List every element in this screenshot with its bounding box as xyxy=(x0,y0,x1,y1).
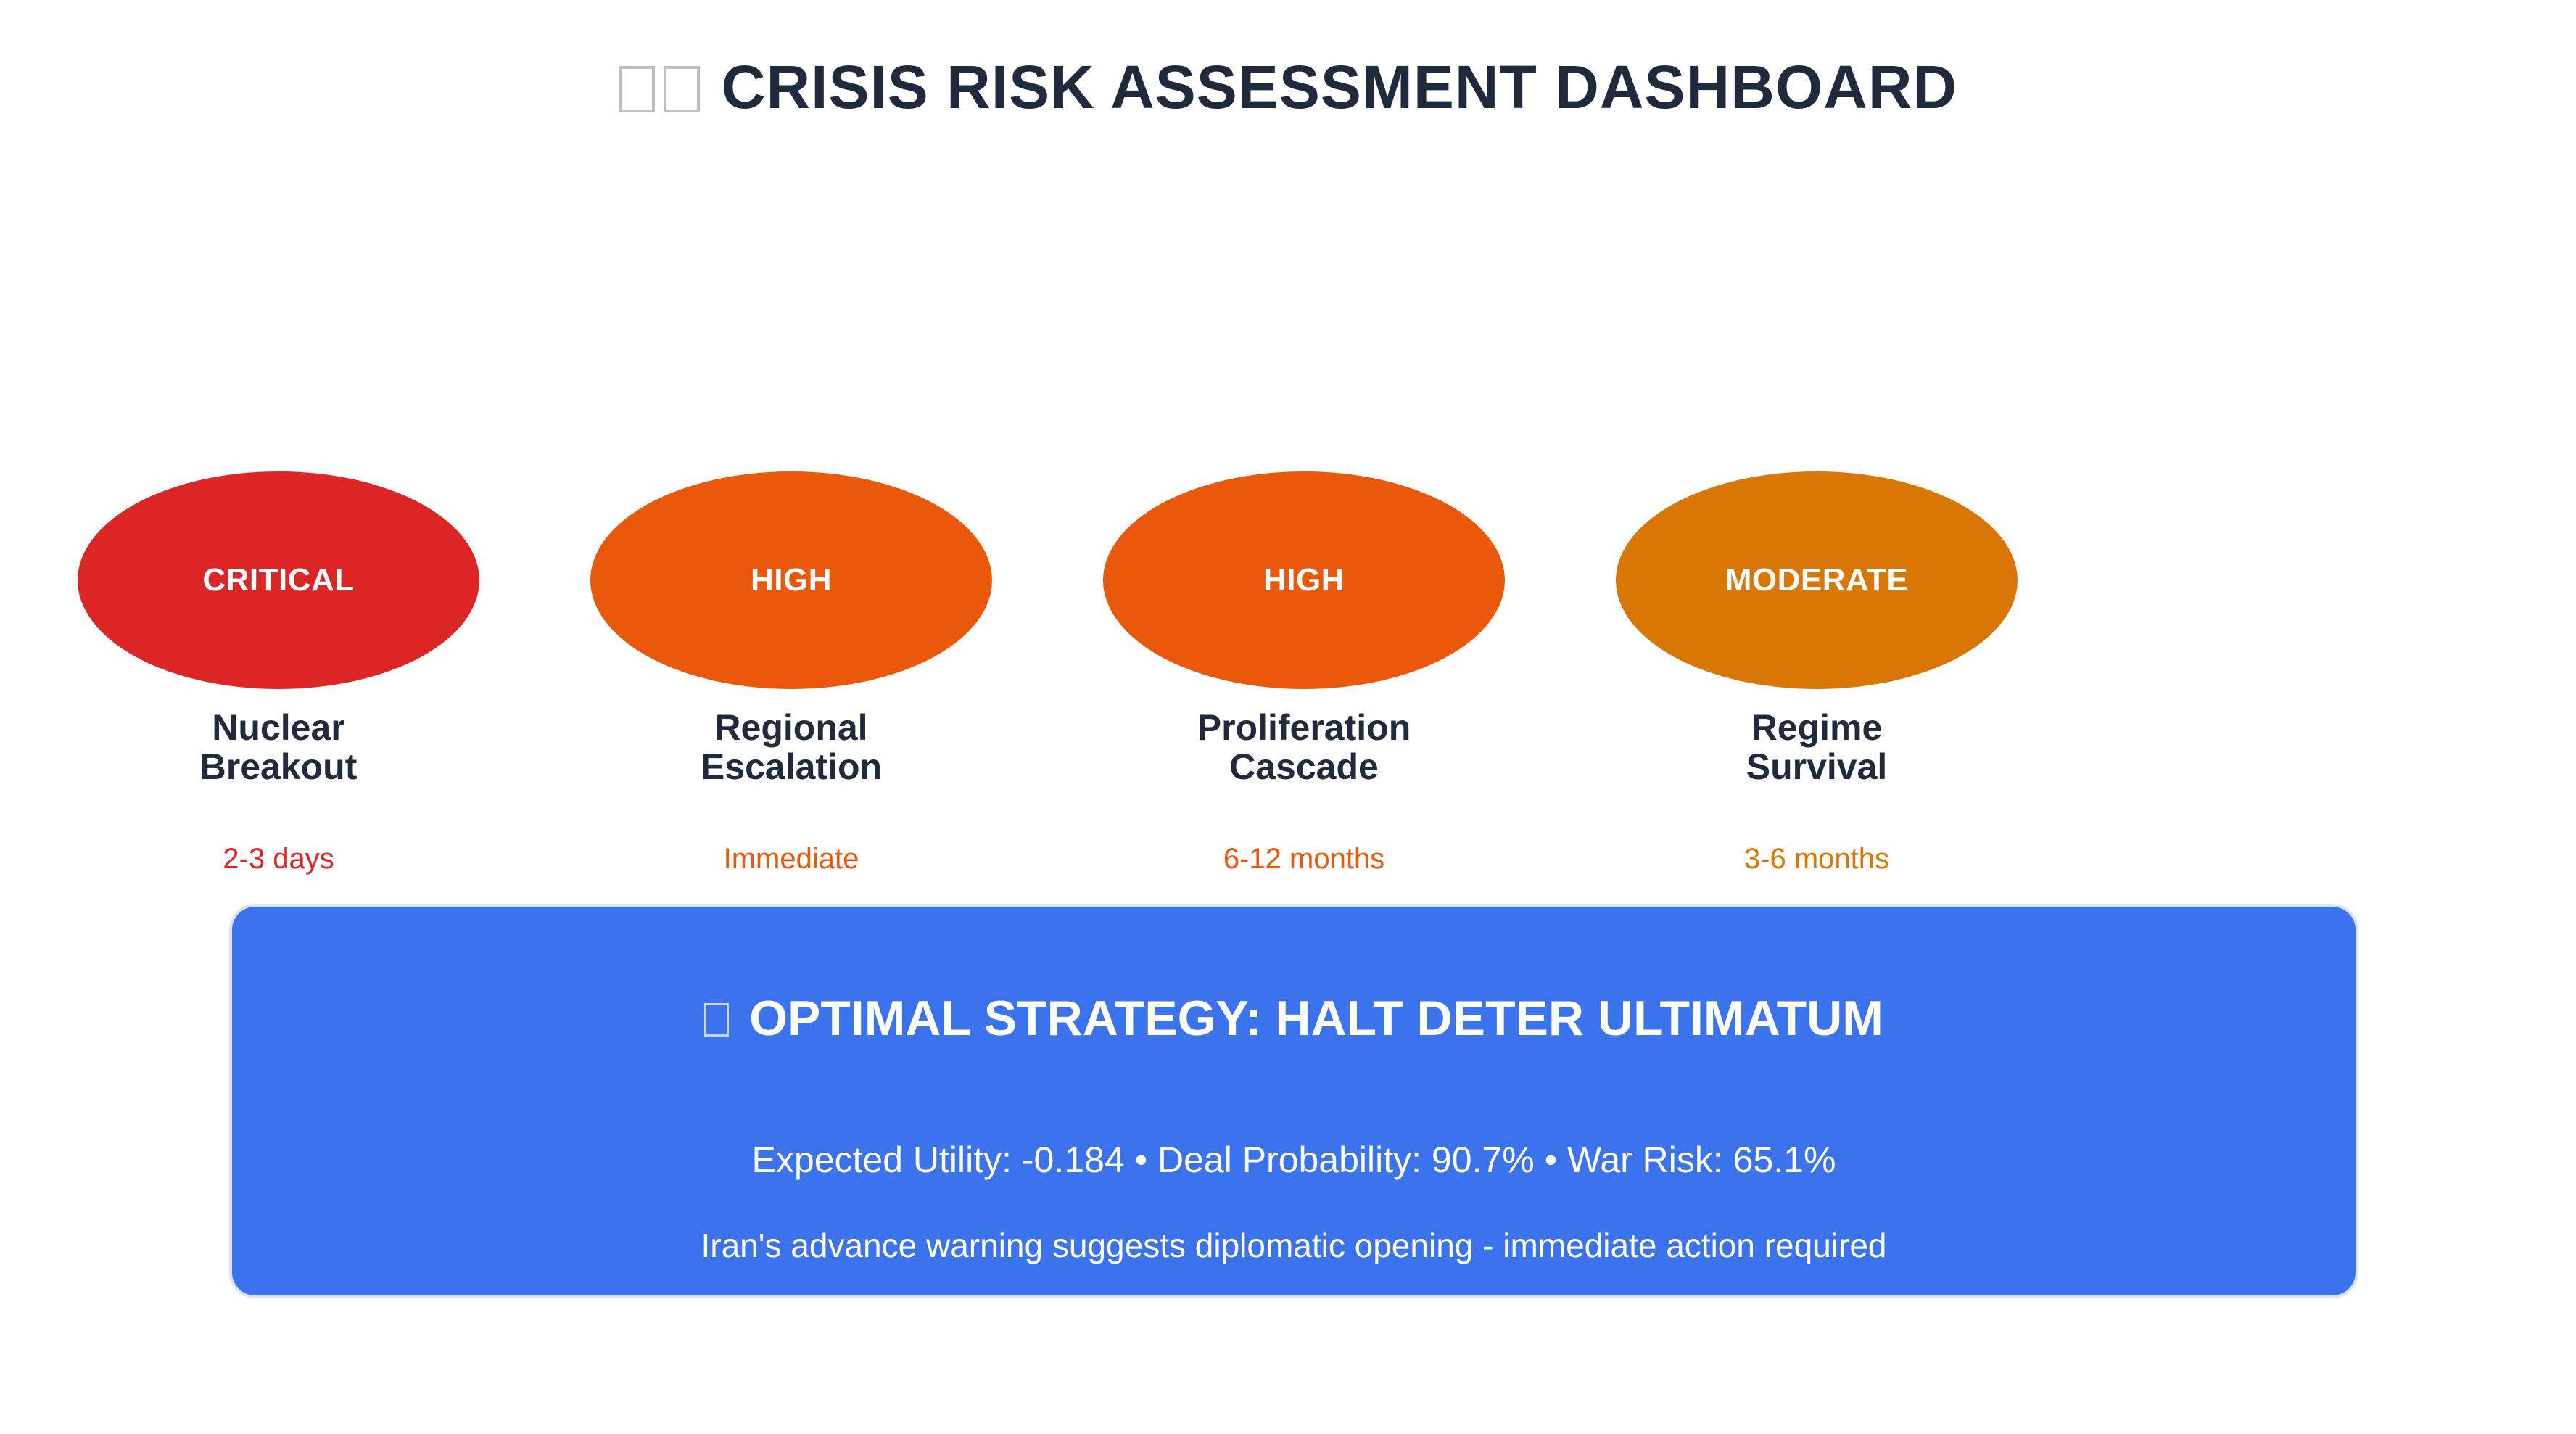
risk-timeframe: 2-3 days xyxy=(223,843,334,875)
risk-level-label: HIGH xyxy=(1263,562,1345,598)
strategy-title: OPTIMAL STRATEGY: HALT DETER ULTIMATUM xyxy=(232,989,2356,1047)
optimal-strategy-panel: OPTIMAL STRATEGY: HALT DETER ULTIMATUM E… xyxy=(229,904,2358,1298)
strategy-metrics: Expected Utility: -0.184 • Deal Probabil… xyxy=(751,1140,1836,1180)
risk-timeframe: 3-6 months xyxy=(1743,843,1890,875)
risk-card-proliferation-cascade: HIGH Proliferation Cascade 6-12 months xyxy=(1103,471,1505,875)
dashboard-title: CRISIS RISK ASSESSMENT DASHBOARD xyxy=(0,45,2576,129)
risk-card-regime-survival: MODERATE Regime Survival 3-6 months xyxy=(1616,471,2018,875)
risk-name: Nuclear Breakout xyxy=(199,707,358,787)
strategy-note: Iran's advance warning suggests diplomat… xyxy=(701,1227,1887,1264)
risk-card-nuclear-breakout: CRITICAL Nuclear Breakout 2-3 days xyxy=(78,471,479,875)
risk-timeframe: 6-12 months xyxy=(1223,843,1385,875)
risk-level-label: HIGH xyxy=(751,562,832,598)
risk-level-badge: HIGH xyxy=(1103,471,1505,689)
risk-card-regional-escalation: HIGH Regional Escalation Immediate xyxy=(590,471,992,875)
risk-timeframe: Immediate xyxy=(723,843,859,875)
risk-level-badge: MODERATE xyxy=(1616,471,2018,689)
risk-level-label: CRITICAL xyxy=(202,562,355,598)
risk-name: Regime Survival xyxy=(1746,707,1888,787)
risk-level-badge: HIGH xyxy=(590,471,992,689)
risk-name: Proliferation Cascade xyxy=(1197,707,1411,787)
strategy-title-text: OPTIMAL STRATEGY: HALT DETER ULTIMATUM xyxy=(749,991,1883,1046)
missing-emoji-icon xyxy=(618,66,655,112)
risk-level-badge: CRITICAL xyxy=(78,471,479,689)
risk-level-label: MODERATE xyxy=(1725,562,1909,598)
risk-name: Regional Escalation xyxy=(700,707,883,787)
missing-emoji-icon xyxy=(704,1003,730,1037)
dashboard-title-text: CRISIS RISK ASSESSMENT DASHBOARD xyxy=(721,53,1958,121)
missing-emoji-icon xyxy=(663,66,700,112)
